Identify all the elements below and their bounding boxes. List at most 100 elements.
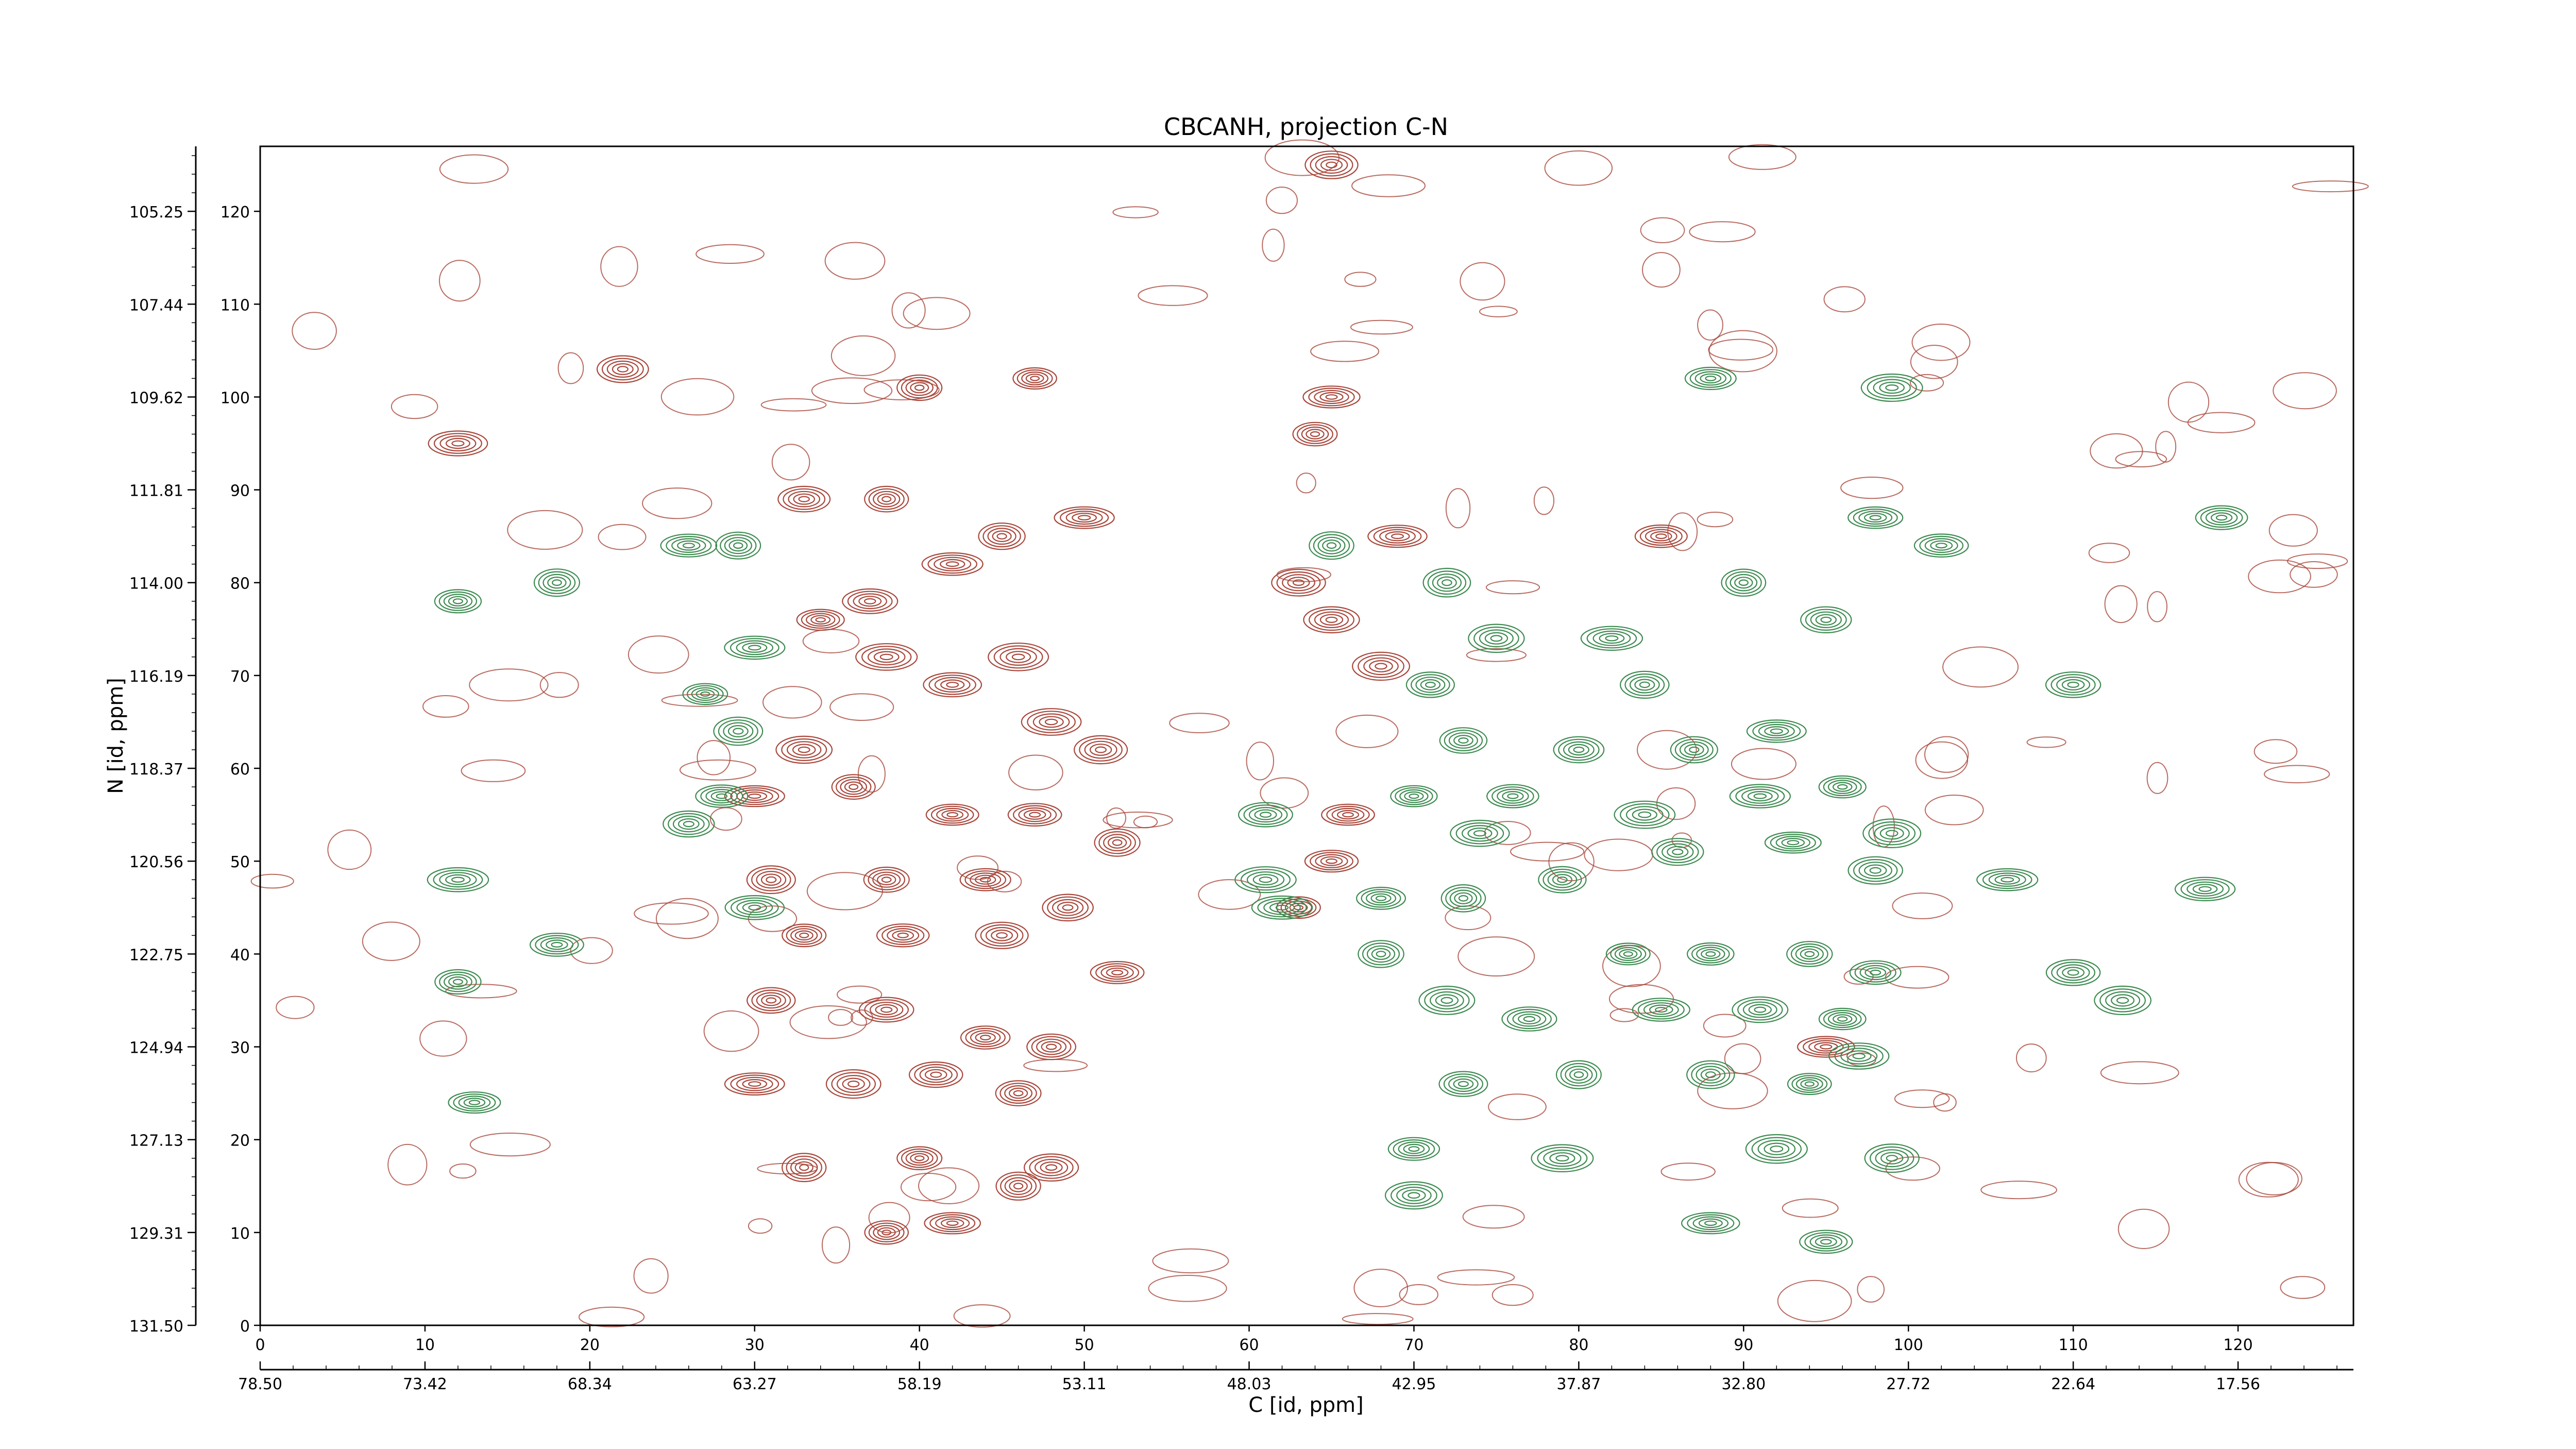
contour-ring bbox=[1408, 1146, 1420, 1152]
negative-peak bbox=[529, 933, 584, 957]
contour-ring bbox=[1800, 948, 1819, 960]
contour-ring bbox=[1555, 1060, 1602, 1089]
contour-ring bbox=[793, 493, 816, 505]
contour-ring bbox=[1358, 654, 1404, 678]
positive-peak bbox=[428, 430, 488, 457]
contour-ring bbox=[1799, 1229, 1853, 1254]
y-ppm-tick-label: 120.56 bbox=[129, 853, 183, 871]
contour-ring bbox=[1440, 884, 1486, 913]
contour-ring bbox=[1614, 800, 1676, 829]
noise-contour bbox=[1485, 580, 1540, 595]
contour-ring bbox=[1853, 508, 1898, 527]
contour-ring bbox=[1269, 902, 1295, 913]
contour-ring bbox=[1573, 746, 1585, 753]
contour-ring bbox=[1021, 372, 1048, 385]
contour-ring bbox=[1007, 803, 1062, 827]
contour-ring bbox=[1411, 674, 1450, 696]
contour-ring bbox=[1568, 744, 1589, 756]
contour-ring bbox=[1988, 872, 2026, 887]
contour-ring bbox=[1314, 611, 1349, 629]
contour-ring bbox=[438, 591, 478, 611]
contour-ring bbox=[1689, 369, 1732, 388]
contour-ring bbox=[801, 611, 840, 629]
contour-ring bbox=[2187, 881, 2224, 897]
y-ppm-tick-label: 109.62 bbox=[129, 389, 183, 407]
contour-ring bbox=[1448, 732, 1478, 749]
contour-ring bbox=[781, 738, 827, 761]
contour-ring bbox=[691, 687, 719, 701]
positive-peak bbox=[923, 672, 982, 698]
contour-ring bbox=[815, 617, 826, 622]
contour-ring bbox=[1721, 568, 1767, 597]
contour-ring bbox=[1440, 997, 1453, 1004]
contour-ring bbox=[2067, 969, 2079, 976]
contour-ring bbox=[1832, 782, 1853, 792]
contour-ring bbox=[716, 793, 728, 799]
contour-ring bbox=[924, 1069, 947, 1081]
contour-ring bbox=[783, 488, 826, 510]
noise-contour bbox=[2264, 765, 2330, 784]
contour-ring bbox=[1303, 606, 1360, 634]
contour-ring bbox=[1408, 1192, 1420, 1199]
contour-ring bbox=[2116, 997, 2129, 1004]
noise-contour bbox=[771, 444, 810, 481]
contour-ring bbox=[1310, 852, 1353, 871]
contour-ring bbox=[1797, 1036, 1855, 1058]
contour-ring bbox=[1832, 1014, 1853, 1024]
contour-ring bbox=[985, 926, 1019, 944]
contour-ring bbox=[710, 791, 733, 801]
negative-peak bbox=[1440, 884, 1486, 913]
contour-ring bbox=[1454, 892, 1473, 904]
contour-ring bbox=[766, 997, 777, 1004]
contour-ring bbox=[892, 930, 914, 941]
contour-ring bbox=[1252, 874, 1279, 886]
positive-peak bbox=[876, 923, 930, 948]
noise-contour bbox=[1466, 648, 1527, 662]
noise-contour bbox=[469, 668, 549, 702]
noise-contour bbox=[449, 1163, 477, 1179]
contour-ring bbox=[612, 363, 634, 375]
contour-ring bbox=[1994, 874, 2020, 885]
negative-peak bbox=[1580, 626, 1643, 651]
noise-contour bbox=[1697, 1072, 1768, 1109]
contour-ring bbox=[987, 528, 1016, 545]
contour-ring bbox=[1701, 949, 1721, 959]
contour-ring bbox=[1458, 1081, 1469, 1087]
contour-ring bbox=[1342, 812, 1354, 818]
positive-peak bbox=[825, 1069, 882, 1099]
contour-ring bbox=[1752, 721, 1801, 741]
contour-ring bbox=[1869, 515, 1882, 520]
positive-peak bbox=[1302, 385, 1361, 409]
contour-ring bbox=[1827, 1012, 1857, 1026]
noise-contour bbox=[1106, 807, 1127, 829]
contour-ring bbox=[2056, 964, 2090, 981]
positive-peak bbox=[1090, 961, 1145, 984]
positive-peak bbox=[796, 609, 845, 631]
negative-peak bbox=[1553, 736, 1605, 764]
noise-contour bbox=[1731, 748, 1797, 780]
contour-ring bbox=[1614, 947, 1642, 962]
contour-ring bbox=[687, 685, 724, 703]
contour-ring bbox=[1867, 376, 1917, 399]
contour-ring bbox=[2050, 674, 2096, 696]
noise-contour bbox=[1656, 787, 1696, 820]
noise-contour bbox=[1460, 262, 1505, 301]
negative-peak bbox=[427, 867, 489, 892]
contour-ring bbox=[663, 810, 715, 838]
y-index-tick-label: 50 bbox=[230, 853, 250, 871]
y-ppm-tick-label: 122.75 bbox=[129, 946, 183, 964]
contour-ring bbox=[1029, 812, 1041, 818]
contour-ring bbox=[1095, 963, 1140, 982]
contour-ring bbox=[964, 870, 1007, 889]
contour-ring bbox=[925, 803, 979, 826]
contour-ring bbox=[934, 677, 971, 693]
contour-ring bbox=[1045, 1043, 1057, 1050]
contour-ring bbox=[1021, 708, 1082, 736]
contour-ring bbox=[1605, 942, 1651, 966]
contour-ring bbox=[1309, 609, 1354, 631]
contour-ring bbox=[930, 805, 974, 824]
contour-ring bbox=[996, 533, 1007, 540]
contour-ring bbox=[1650, 531, 1672, 542]
y-ppm-tick-label: 105.25 bbox=[129, 204, 183, 222]
contour-ring bbox=[1638, 811, 1652, 818]
